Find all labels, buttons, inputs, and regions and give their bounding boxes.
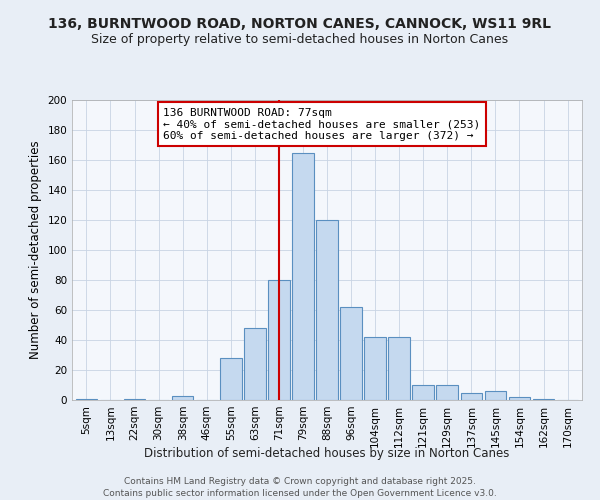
Bar (244, 328, 266, 400)
Text: Size of property relative to semi-detached houses in Norton Canes: Size of property relative to semi-detach… (91, 32, 509, 46)
Bar (172, 396, 193, 400)
Bar (76, 398, 97, 400)
Bar (292, 152, 314, 400)
Bar (388, 337, 410, 400)
Bar (340, 307, 362, 400)
Text: 136, BURNTWOOD ROAD, NORTON CANES, CANNOCK, WS11 9RL: 136, BURNTWOOD ROAD, NORTON CANES, CANNO… (49, 18, 551, 32)
Bar (220, 358, 242, 400)
Y-axis label: Number of semi-detached properties: Number of semi-detached properties (29, 140, 42, 360)
Bar (533, 398, 554, 400)
Bar (485, 391, 506, 400)
Bar (364, 337, 386, 400)
Bar (316, 220, 338, 400)
Bar (412, 385, 434, 400)
Bar (436, 385, 458, 400)
Text: Contains HM Land Registry data © Crown copyright and database right 2025.
Contai: Contains HM Land Registry data © Crown c… (103, 476, 497, 498)
Bar (509, 397, 530, 400)
Bar (268, 280, 290, 400)
Bar (461, 392, 482, 400)
Text: Distribution of semi-detached houses by size in Norton Canes: Distribution of semi-detached houses by … (145, 448, 509, 460)
Text: 136 BURNTWOOD ROAD: 77sqm
← 40% of semi-detached houses are smaller (253)
60% of: 136 BURNTWOOD ROAD: 77sqm ← 40% of semi-… (163, 108, 481, 140)
Bar (124, 398, 145, 400)
